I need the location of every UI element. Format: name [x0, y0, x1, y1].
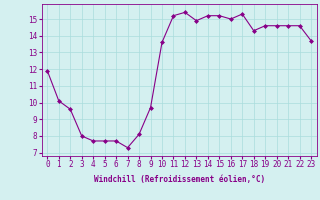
X-axis label: Windchill (Refroidissement éolien,°C): Windchill (Refroidissement éolien,°C)	[94, 175, 265, 184]
